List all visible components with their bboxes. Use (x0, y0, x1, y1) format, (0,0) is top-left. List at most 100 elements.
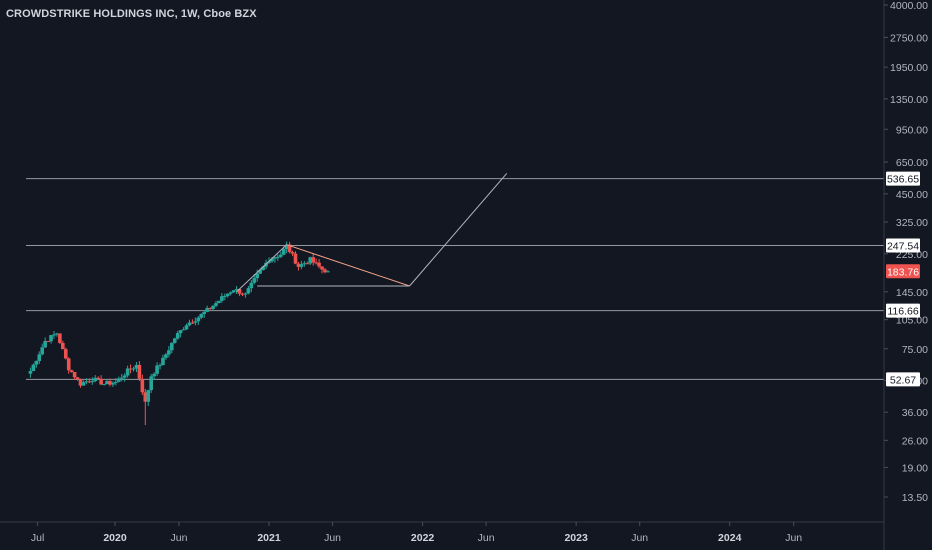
candle-body (223, 295, 227, 297)
candle-body (178, 330, 183, 334)
candle-body (202, 311, 207, 315)
x-tick-label: Jul (31, 532, 44, 544)
level-price-label: 52.67 (890, 374, 916, 386)
candle-body (220, 296, 224, 301)
candle-body (58, 333, 62, 343)
last-price-tag: 183.76 (886, 264, 920, 279)
candle-body (199, 314, 204, 318)
candle-body (61, 342, 65, 350)
level-price-label: 536.65 (887, 174, 919, 186)
candle-body (184, 325, 189, 330)
candle-body (278, 254, 283, 257)
candle-body (287, 244, 292, 253)
candle-body (281, 248, 286, 255)
y-tick-label: 650.00 (896, 157, 928, 169)
candle-body (225, 293, 230, 296)
candle-body (305, 263, 310, 265)
candle-body (237, 289, 242, 294)
last-price-label: 183.76 (887, 266, 919, 278)
candle-body (231, 290, 236, 293)
candle-body (75, 377, 80, 379)
candle-body (72, 371, 77, 378)
candle-body (320, 266, 324, 270)
x-tick-label: 2023 (564, 532, 588, 544)
candle-body (240, 293, 245, 295)
candle-body (255, 273, 260, 279)
candle-body (31, 364, 36, 372)
candles (28, 241, 330, 426)
candle-body (252, 278, 257, 283)
candle-body (311, 257, 315, 263)
candle-body (167, 350, 171, 355)
y-tick-label: 105.00 (896, 315, 928, 327)
candle-body (158, 365, 162, 367)
candle-body (181, 329, 186, 331)
candle-body (175, 333, 180, 339)
candle-body (170, 342, 174, 351)
candle-body (152, 373, 156, 377)
candle-body (323, 269, 327, 273)
candle-body (196, 317, 201, 322)
x-tick-label: 2024 (718, 532, 742, 544)
candle-body (296, 263, 301, 267)
candle-body (164, 354, 168, 358)
chart-title: CROWDSTRIKE HOLDINGS INC, 1W, Cboe BZX (6, 8, 257, 20)
candle-body (128, 368, 133, 370)
candle-body (190, 322, 195, 324)
trendlines (236, 173, 508, 293)
candle-body (187, 322, 192, 326)
candle-body (228, 292, 233, 294)
candle-body (205, 308, 209, 312)
level-price-label: 247.54 (887, 241, 919, 253)
candle-body (284, 244, 289, 249)
y-tick-label: 4000.00 (890, 0, 928, 12)
candle-body (149, 376, 153, 391)
y-tick-label: 325.00 (896, 217, 928, 229)
candle-body (116, 378, 121, 382)
candle-body (267, 261, 271, 263)
candle-body (114, 381, 118, 383)
candle-body (293, 253, 298, 264)
candle-body (308, 257, 313, 264)
candle-body (217, 300, 221, 304)
candle-body (105, 381, 109, 385)
candle-body (111, 382, 115, 385)
candle-body (146, 390, 151, 402)
candle-body (28, 371, 33, 374)
candle-body (314, 262, 318, 264)
y-tick-label: 1950.00 (890, 62, 928, 74)
candle-body (49, 335, 53, 342)
candle-body (55, 333, 59, 335)
candle-body (78, 378, 83, 386)
y-tick-label: 19.00 (902, 462, 928, 474)
candle-body (66, 358, 71, 371)
trendline-triangle-top[interactable] (286, 244, 410, 287)
candle-body (243, 293, 248, 295)
trendline-projection[interactable] (409, 173, 508, 287)
candle-body (326, 271, 330, 273)
candle-body (134, 364, 139, 369)
trendline-rise[interactable] (236, 244, 288, 293)
candle-body (119, 377, 124, 379)
candle-body (155, 365, 159, 374)
level-price-tag: 247.54 (886, 238, 920, 253)
candle-body (34, 361, 39, 365)
candle-body (317, 262, 321, 267)
price-tags: 536.65 247.54 116.66 52.67 183.76 (886, 171, 920, 387)
candle-body (193, 321, 198, 323)
candle-body (108, 381, 112, 385)
candle-body (273, 257, 277, 259)
y-tick-label: 1350.00 (890, 94, 928, 106)
y-tick-label: 75.00 (902, 344, 928, 356)
candle-body (299, 264, 304, 267)
candle-body (261, 266, 265, 271)
candle-body (137, 364, 142, 379)
candle-body (37, 354, 42, 362)
y-tick-label: 145.00 (896, 287, 928, 299)
x-tick-label: 2022 (411, 532, 435, 544)
candle-body (270, 258, 274, 262)
level-price-label: 116.66 (887, 306, 918, 318)
y-tick-label: 26.00 (902, 435, 928, 447)
